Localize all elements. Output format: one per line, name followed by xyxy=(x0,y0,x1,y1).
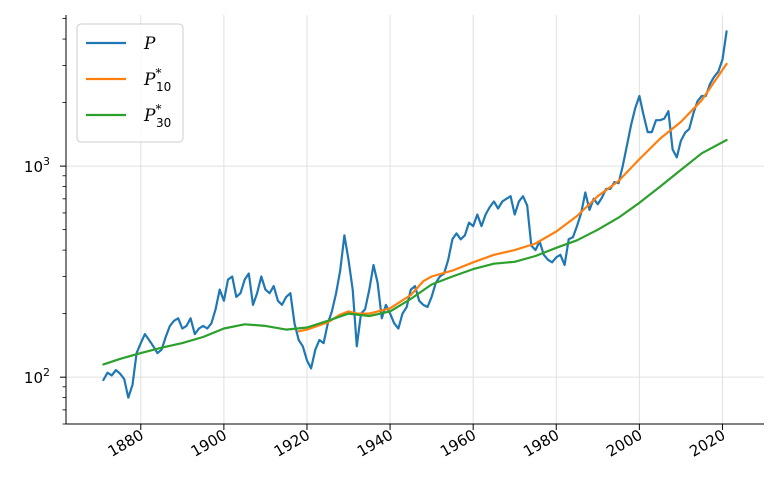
legend-label: P* 10 xyxy=(143,66,171,94)
y-tick-label: 103 xyxy=(24,155,50,176)
x-tick-label: 1920 xyxy=(271,426,313,461)
legend: P P* 10 P* 30 xyxy=(76,23,184,143)
x-tick-label: 1940 xyxy=(354,426,396,461)
legend-box xyxy=(76,23,184,143)
series-line-1 xyxy=(102,30,728,399)
x-tick-label: 2020 xyxy=(686,426,728,461)
x-tick-label: 2000 xyxy=(603,426,645,461)
y-tick-label: 102 xyxy=(24,366,50,387)
legend-label: P xyxy=(143,34,156,54)
series-line-3 xyxy=(102,138,728,366)
x-tick-label: 1880 xyxy=(105,426,147,461)
series-layer xyxy=(102,30,728,399)
grid xyxy=(66,15,764,424)
x-tick-label: 1900 xyxy=(188,426,230,461)
x-tick-label: 1980 xyxy=(520,426,562,461)
legend-label: P* 30 xyxy=(143,102,171,130)
series-line-2 xyxy=(297,62,728,333)
x-tick-label: 1960 xyxy=(437,426,479,461)
axes xyxy=(65,15,764,425)
